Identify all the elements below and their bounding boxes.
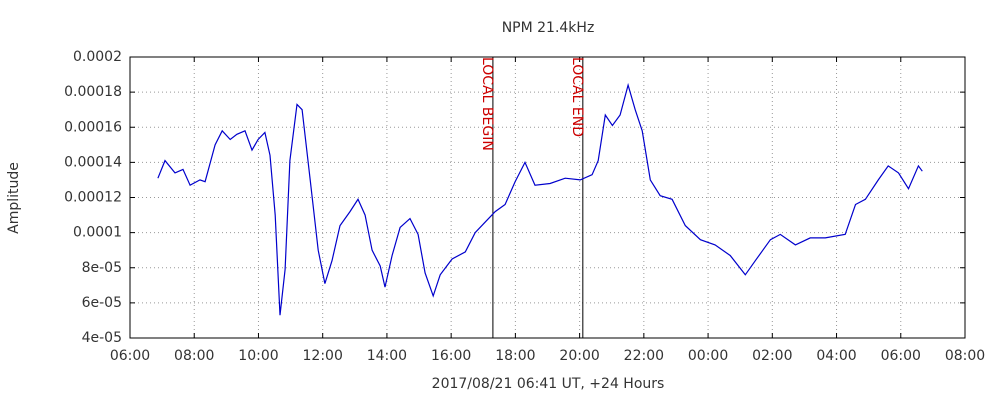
x-tick-label: 04:00 <box>816 348 856 364</box>
x-tick-label: 06:00 <box>110 348 150 364</box>
x-tick-label: 16:00 <box>431 348 471 364</box>
y-axis-title: Amplitude <box>6 162 22 234</box>
y-tick-label: 4e-05 <box>82 330 122 346</box>
annotation-label: LOCAL END <box>569 57 585 137</box>
x-tick-label: 08:00 <box>174 348 214 364</box>
annotation-label: LOCAL BEGIN <box>479 57 495 151</box>
y-tick-label: 0.00012 <box>64 190 122 206</box>
x-tick-label: 10:00 <box>238 348 278 364</box>
y-tick-label: 0.00016 <box>64 119 122 135</box>
x-tick-label: 18:00 <box>495 348 535 364</box>
x-tick-label: 06:00 <box>881 348 921 364</box>
y-tick-label: 0.0002 <box>73 49 122 65</box>
y-tick-label: 6e-05 <box>82 295 122 311</box>
y-tick-label: 0.0001 <box>73 225 122 241</box>
plot-frame <box>129 56 966 339</box>
x-tick-label: 22:00 <box>624 348 664 364</box>
y-tick-label: 0.00014 <box>64 154 122 170</box>
chart-title: NPM 21.4kHz <box>502 20 595 36</box>
y-tick-label: 8e-05 <box>82 260 122 276</box>
x-tick-label: 12:00 <box>303 348 343 364</box>
x-tick-label: 08:00 <box>945 348 985 364</box>
data-line <box>157 82 923 316</box>
x-tick-label: 20:00 <box>559 348 599 364</box>
y-tick-label: 0.00018 <box>64 84 122 100</box>
x-tick-label: 14:00 <box>367 348 407 364</box>
x-tick-label: 00:00 <box>688 348 728 364</box>
x-tick-label: 02:00 <box>752 348 792 364</box>
x-axis-title: 2017/08/21 06:41 UT, +24 Hours <box>432 376 665 392</box>
